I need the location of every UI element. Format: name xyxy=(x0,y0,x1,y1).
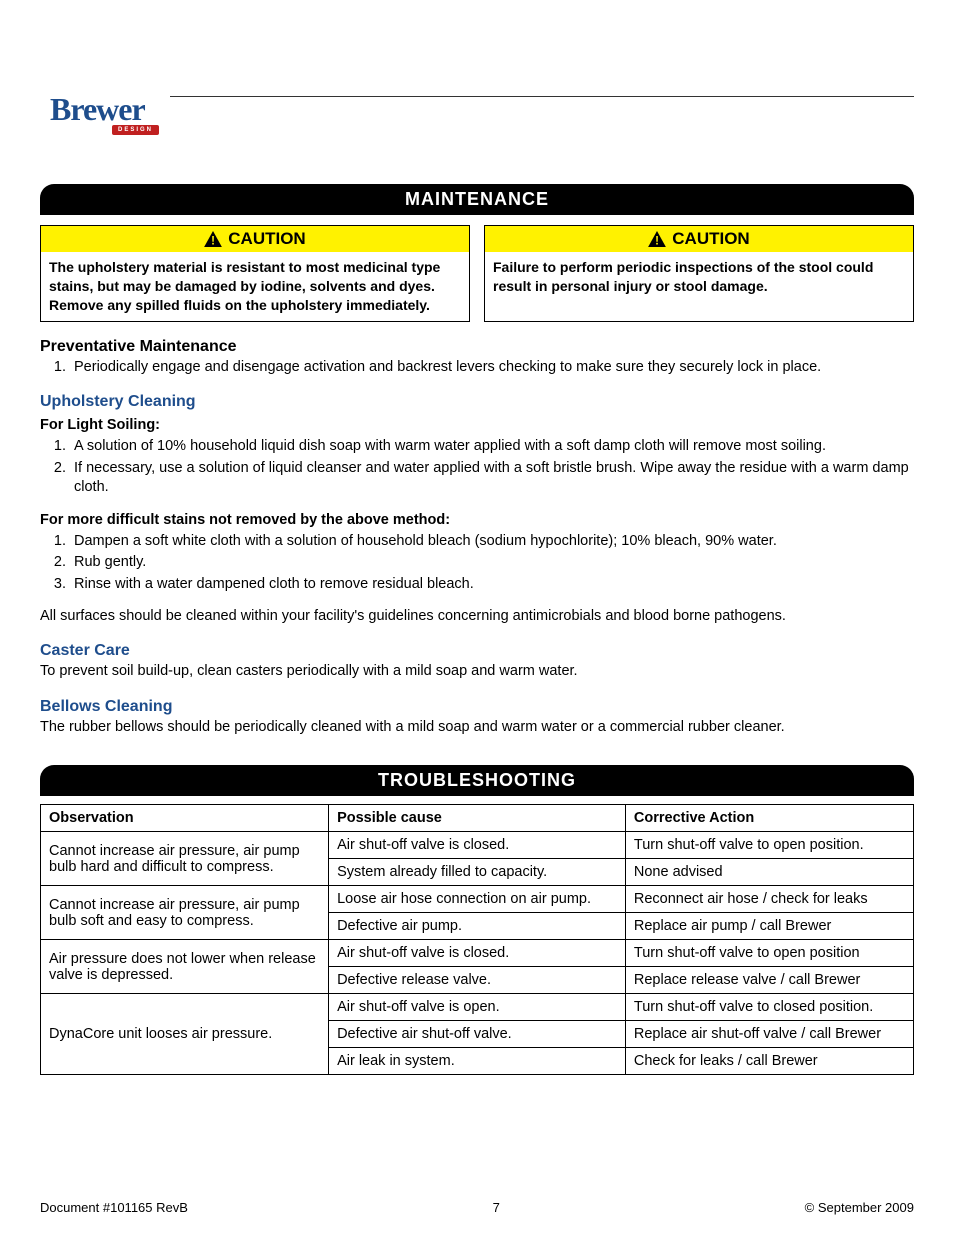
table-row: Air pressure does not lower when release… xyxy=(41,940,914,967)
light-soiling-label: For Light Soiling: xyxy=(40,417,914,433)
bellows-text: The rubber bellows should be periodicall… xyxy=(40,718,914,738)
cell-action: Replace release valve / call Brewer xyxy=(625,967,913,994)
cell-cause: Air shut-off valve is open. xyxy=(329,994,626,1021)
list-item: If necessary, use a solution of liquid c… xyxy=(70,459,914,498)
footer-doc: Document #101165 RevB xyxy=(40,1200,188,1215)
cell-action: Check for leaks / call Brewer xyxy=(625,1048,913,1075)
cell-cause: Defective air pump. xyxy=(329,913,626,940)
col-action: Corrective Action xyxy=(625,805,913,832)
upholstery-note: All surfaces should be cleaned within yo… xyxy=(40,607,914,627)
caster-heading: Caster Care xyxy=(40,642,914,660)
svg-text:!: ! xyxy=(655,235,659,247)
troubleshooting-banner: TROUBLESHOOTING xyxy=(40,765,914,796)
list-item: Rub gently. xyxy=(70,553,914,573)
prev-maint-heading: Preventative Maintenance xyxy=(40,338,914,356)
cell-action: Turn shut-off valve to closed position. xyxy=(625,994,913,1021)
cell-cause: Air shut-off valve is closed. xyxy=(329,832,626,859)
caution-header: ! CAUTION xyxy=(41,226,469,252)
table-row: Cannot increase air pressure, air pump b… xyxy=(41,832,914,859)
col-cause: Possible cause xyxy=(329,805,626,832)
svg-text:!: ! xyxy=(211,235,215,247)
caster-text: To prevent soil build-up, clean casters … xyxy=(40,662,914,682)
cell-cause: Defective release valve. xyxy=(329,967,626,994)
footer-copyright: © September 2009 xyxy=(805,1200,914,1215)
cell-action: Replace air shut-off valve / call Brewer xyxy=(625,1021,913,1048)
cell-action: Turn shut-off valve to open position. xyxy=(625,832,913,859)
table-row: Cannot increase air pressure, air pump b… xyxy=(41,886,914,913)
header-rule xyxy=(170,96,914,97)
prev-maint-list: Periodically engage and disengage activa… xyxy=(70,358,914,378)
caution-header: ! CAUTION xyxy=(485,226,913,252)
caution-body-left: The upholstery material is resistant to … xyxy=(41,252,469,321)
warning-icon: ! xyxy=(648,231,666,247)
cell-cause: System already filled to capacity. xyxy=(329,859,626,886)
cell-cause: Loose air hose connection on air pump. xyxy=(329,886,626,913)
caution-box-left: ! CAUTION The upholstery material is res… xyxy=(40,225,470,322)
cell-action: Replace air pump / call Brewer xyxy=(625,913,913,940)
logo-text: Brewer xyxy=(50,91,145,127)
brewer-logo: Brewer DESIGN xyxy=(50,91,145,128)
difficult-stains-list: Dampen a soft white cloth with a solutio… xyxy=(70,532,914,595)
list-item: Periodically engage and disengage activa… xyxy=(70,358,914,378)
cell-action: Reconnect air hose / check for leaks xyxy=(625,886,913,913)
caution-row: ! CAUTION The upholstery material is res… xyxy=(40,225,914,322)
caution-body-right: Failure to perform periodic inspections … xyxy=(485,252,913,302)
cell-cause: Defective air shut-off valve. xyxy=(329,1021,626,1048)
light-soiling-list: A solution of 10% household liquid dish … xyxy=(70,437,914,498)
cell-observation: Air pressure does not lower when release… xyxy=(41,940,329,994)
cell-cause: Air shut-off valve is closed. xyxy=(329,940,626,967)
caution-box-right: ! CAUTION Failure to perform periodic in… xyxy=(484,225,914,322)
cell-action: None advised xyxy=(625,859,913,886)
table-row: DynaCore unit looses air pressure.Air sh… xyxy=(41,994,914,1021)
table-header-row: Observation Possible cause Corrective Ac… xyxy=(41,805,914,832)
footer-page: 7 xyxy=(493,1200,500,1215)
cell-observation: Cannot increase air pressure, air pump b… xyxy=(41,832,329,886)
cell-observation: DynaCore unit looses air pressure. xyxy=(41,994,329,1075)
caution-label: CAUTION xyxy=(672,229,749,249)
list-item: A solution of 10% household liquid dish … xyxy=(70,437,914,457)
list-item: Dampen a soft white cloth with a solutio… xyxy=(70,532,914,552)
maintenance-banner: MAINTENANCE xyxy=(40,184,914,215)
page-footer: Document #101165 RevB 7 © September 2009 xyxy=(40,1200,914,1215)
bellows-heading: Bellows Cleaning xyxy=(40,698,914,716)
cell-observation: Cannot increase air pressure, air pump b… xyxy=(41,886,329,940)
cell-cause: Air leak in system. xyxy=(329,1048,626,1075)
caution-label: CAUTION xyxy=(228,229,305,249)
header: Brewer DESIGN xyxy=(40,96,914,166)
list-item: Rinse with a water dampened cloth to rem… xyxy=(70,575,914,595)
upholstery-heading: Upholstery Cleaning xyxy=(40,393,914,411)
col-observation: Observation xyxy=(41,805,329,832)
warning-icon: ! xyxy=(204,231,222,247)
logo-sub: DESIGN xyxy=(112,125,159,135)
cell-action: Turn shut-off valve to open position xyxy=(625,940,913,967)
difficult-stains-label: For more difficult stains not removed by… xyxy=(40,512,914,528)
troubleshooting-table: Observation Possible cause Corrective Ac… xyxy=(40,804,914,1075)
